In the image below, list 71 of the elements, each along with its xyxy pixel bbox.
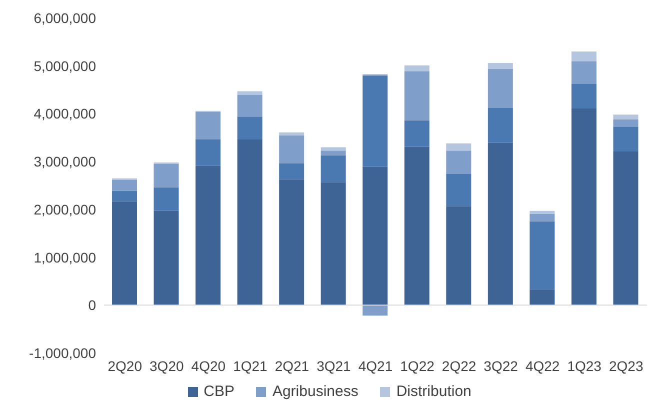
bar <box>571 84 596 108</box>
bar <box>571 108 596 306</box>
x-tick-label: 2Q23 <box>608 358 644 374</box>
legend-label: CBP <box>204 383 234 400</box>
x-tick-label: 3Q21 <box>316 358 352 374</box>
bar <box>196 139 221 166</box>
bar <box>446 174 472 206</box>
legend-label: Distribution <box>396 383 472 400</box>
bar <box>237 95 262 117</box>
y-tick-label: -1,000,000 <box>29 344 96 361</box>
bar <box>279 179 304 306</box>
bar <box>112 190 137 202</box>
bar <box>530 289 555 306</box>
bar <box>362 166 388 306</box>
y-tick-label: 5,000,000 <box>34 58 96 74</box>
x-tick-label: 2Q20 <box>108 358 142 374</box>
bar <box>320 150 346 156</box>
bar <box>237 116 262 140</box>
bar <box>112 180 137 191</box>
bar <box>571 52 596 62</box>
bar <box>571 61 596 84</box>
bar <box>488 68 513 108</box>
bar <box>154 210 179 306</box>
bar <box>446 143 472 151</box>
bar <box>279 135 304 164</box>
x-tick-label: 2Q21 <box>274 358 310 374</box>
x-tick-label: 4Q22 <box>525 358 560 374</box>
y-tick-label: 6,000,000 <box>34 10 96 26</box>
bar <box>362 305 388 316</box>
y-tick-label: 1,000,000 <box>34 249 96 266</box>
y-tick-label: 0 <box>88 297 96 314</box>
x-tick-label: 4Q21 <box>358 358 393 374</box>
bar <box>154 164 179 188</box>
bar <box>154 187 179 211</box>
bar <box>320 155 346 182</box>
bar <box>362 75 388 167</box>
x-tick-label: 3Q20 <box>150 358 184 374</box>
bar <box>320 182 346 306</box>
bar <box>613 126 638 152</box>
bar <box>320 147 346 151</box>
x-tick-label: 1Q23 <box>567 358 602 374</box>
x-tick-label: 4Q20 <box>191 358 226 374</box>
bar <box>279 163 304 180</box>
bar <box>404 65 430 72</box>
y-tick-label: 2,000,000 <box>34 201 96 218</box>
bar <box>488 108 513 143</box>
bar <box>237 91 262 96</box>
bar <box>613 119 638 127</box>
bar <box>404 146 430 306</box>
bar <box>488 62 513 69</box>
x-tick-label: 1Q21 <box>233 358 268 374</box>
x-tick-label: 3Q22 <box>484 358 518 374</box>
legend-label: Agribusiness <box>272 383 358 400</box>
bar <box>237 140 262 306</box>
bar <box>446 206 472 306</box>
bar <box>613 114 638 120</box>
bar <box>112 201 137 306</box>
y-tick-label: 4,000,000 <box>34 106 96 122</box>
bar <box>404 71 430 120</box>
x-tick-label: 2Q22 <box>442 358 476 374</box>
bar <box>446 150 472 174</box>
bar <box>488 142 513 306</box>
x-tick-label: 1Q22 <box>400 358 435 374</box>
bar <box>613 152 638 306</box>
bar <box>196 166 221 306</box>
bar <box>404 120 430 147</box>
bar <box>279 132 304 136</box>
bar <box>196 112 221 140</box>
bar <box>530 214 555 222</box>
bar <box>530 221 555 290</box>
y-tick-label: 3,000,000 <box>34 154 96 170</box>
